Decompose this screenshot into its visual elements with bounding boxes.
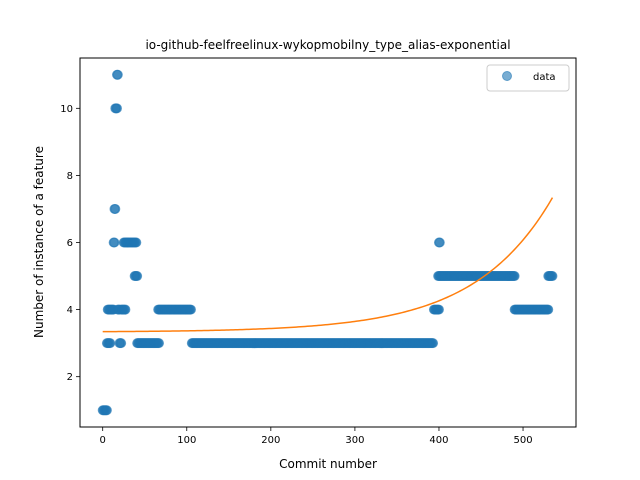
data-point (543, 304, 554, 315)
data-point (509, 271, 520, 282)
y-tick-label: 2 (67, 372, 73, 383)
data-point (111, 103, 122, 114)
y-axis-label: Number of instance of a feature (32, 146, 46, 338)
data-point (109, 237, 120, 248)
data-point (185, 304, 196, 315)
data-point (120, 304, 131, 315)
data-point (132, 271, 143, 282)
data-point (547, 271, 558, 282)
x-tick-label: 0 (100, 435, 106, 446)
x-axis-label: Commit number (279, 457, 377, 471)
data-point (105, 338, 116, 349)
x-tick-label: 200 (261, 435, 280, 446)
data-point (433, 304, 444, 315)
data-point (112, 69, 123, 80)
y-axis: 2 4 6 8 10 (60, 104, 80, 383)
data-point (101, 405, 112, 416)
data-point (428, 338, 439, 349)
chart-title: io-github-feelfreelinux-wykopmobilny_typ… (145, 38, 510, 52)
data-point (110, 203, 121, 214)
plot-frame (79, 57, 577, 428)
legend: data (486, 64, 570, 92)
data-point (131, 237, 142, 248)
data-point (434, 237, 445, 248)
x-axis: 0 100 200 300 400 500 (100, 427, 533, 446)
legend-box (486, 64, 570, 92)
exponential-fit-line (102, 197, 554, 333)
y-tick-label: 8 (67, 171, 73, 182)
legend-label-data: data (533, 72, 556, 83)
y-tick-label: 10 (60, 104, 73, 115)
fit-line-layer (102, 197, 554, 333)
y-tick-label: 4 (67, 305, 73, 316)
data-point (116, 338, 127, 349)
data-point (154, 338, 165, 349)
x-tick-label: 400 (429, 435, 448, 446)
y-tick-label: 6 (67, 238, 73, 249)
x-tick-label: 100 (177, 435, 196, 446)
data-points-layer (97, 69, 558, 416)
x-tick-label: 300 (345, 435, 364, 446)
x-tick-label: 500 (513, 435, 532, 446)
legend-marker-data (502, 71, 512, 81)
